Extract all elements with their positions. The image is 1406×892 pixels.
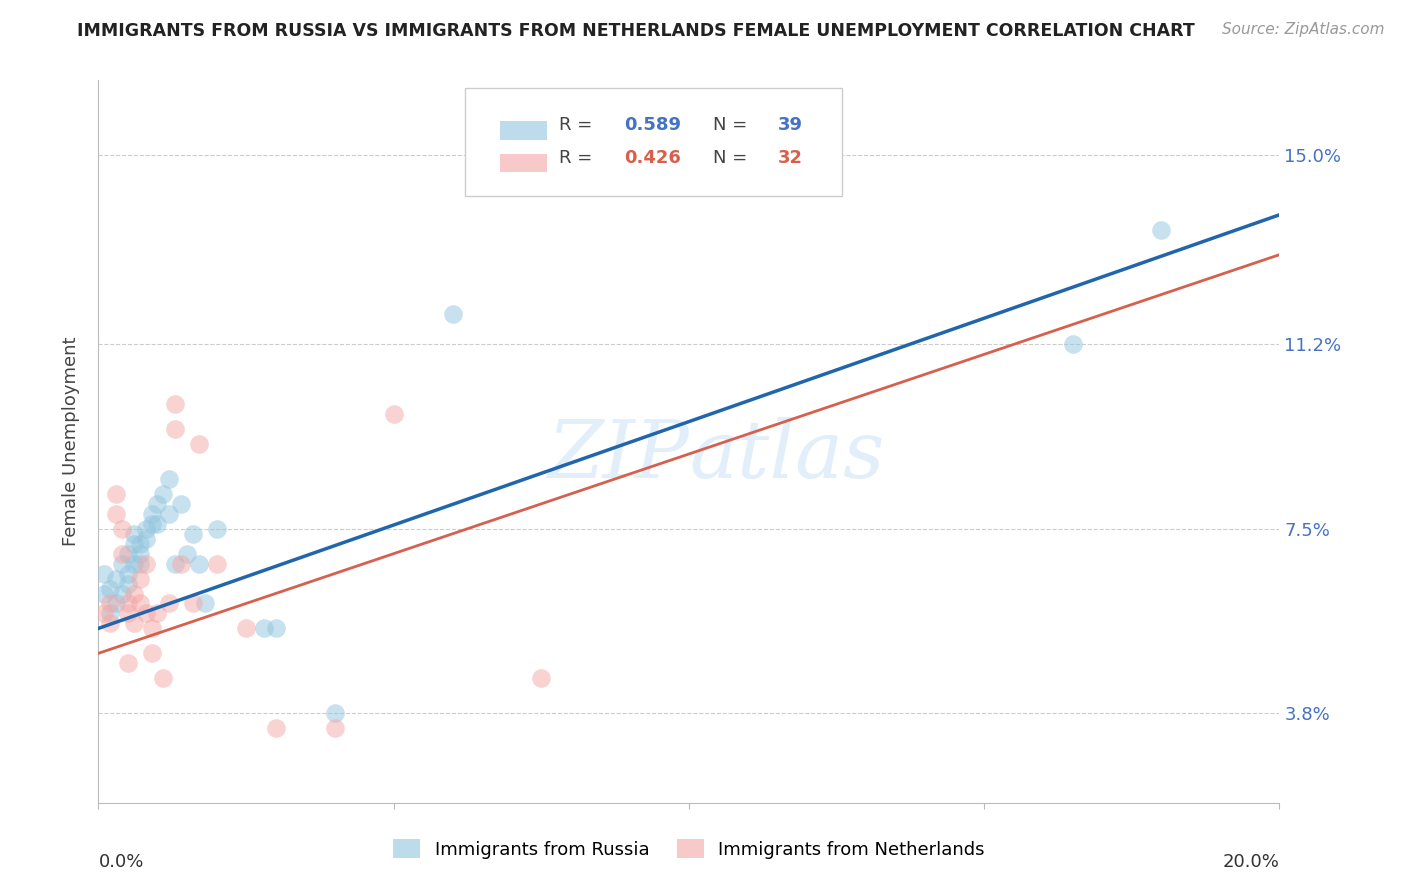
Point (98, 616, 121, 631)
Text: 32: 32 (778, 149, 803, 167)
Point (141, 646, 163, 660)
Point (111, 557, 134, 571)
Point (530, 671, 553, 685)
Point (141, 516, 163, 531)
Point (117, 597, 139, 611)
Point (122, 616, 145, 631)
Point (105, 487, 128, 501)
Point (165, 557, 187, 571)
Point (205, 557, 228, 571)
Point (264, 621, 287, 635)
Point (111, 547, 134, 561)
Point (141, 621, 163, 635)
Text: R =: R = (560, 149, 598, 167)
Point (1150, 223, 1173, 237)
Point (441, 308, 464, 322)
Point (187, 437, 209, 451)
Point (135, 557, 157, 571)
Point (128, 597, 150, 611)
Y-axis label: Female Unemployment: Female Unemployment (62, 337, 80, 546)
FancyBboxPatch shape (501, 121, 547, 139)
Point (105, 597, 128, 611)
Point (181, 526, 204, 541)
Legend: Immigrants from Russia, Immigrants from Netherlands: Immigrants from Russia, Immigrants from … (387, 832, 991, 866)
Point (128, 557, 150, 571)
Point (157, 507, 180, 521)
Point (382, 407, 405, 421)
Point (194, 597, 217, 611)
Text: N =: N = (713, 116, 752, 134)
Point (128, 547, 150, 561)
Point (122, 557, 145, 571)
Point (152, 671, 174, 685)
Point (170, 497, 193, 511)
Point (135, 607, 157, 621)
Point (98, 607, 121, 621)
Point (170, 557, 193, 571)
Point (235, 621, 257, 635)
Point (117, 547, 139, 561)
Point (1062, 337, 1084, 351)
Point (128, 537, 150, 551)
Point (98, 597, 121, 611)
Point (253, 621, 276, 635)
Point (323, 706, 346, 720)
Point (165, 422, 187, 436)
Point (122, 537, 145, 551)
Text: 0.426: 0.426 (624, 149, 681, 167)
Text: Source: ZipAtlas.com: Source: ZipAtlas.com (1222, 22, 1385, 37)
Point (152, 487, 174, 501)
Point (157, 597, 180, 611)
Text: 0.589: 0.589 (624, 116, 681, 134)
Text: R =: R = (560, 116, 598, 134)
Point (157, 472, 180, 486)
FancyBboxPatch shape (464, 87, 842, 196)
Point (264, 721, 287, 735)
Point (146, 516, 169, 531)
Text: 39: 39 (778, 116, 803, 134)
Point (141, 507, 163, 521)
Point (122, 526, 145, 541)
Point (105, 507, 128, 521)
Point (117, 566, 139, 581)
Text: ZIP: ZIP (547, 417, 689, 495)
Point (205, 522, 228, 536)
Point (93, 586, 115, 600)
Point (323, 721, 346, 735)
Point (135, 532, 157, 546)
Point (122, 586, 145, 600)
Point (135, 522, 157, 536)
Point (93, 566, 115, 581)
Point (146, 607, 169, 621)
Point (98, 582, 121, 596)
Point (128, 572, 150, 586)
Point (176, 547, 198, 561)
Point (93, 607, 115, 621)
Point (111, 522, 134, 536)
Point (181, 597, 204, 611)
Point (146, 497, 169, 511)
Text: 20.0%: 20.0% (1223, 854, 1279, 871)
Point (165, 397, 187, 411)
Point (187, 557, 209, 571)
Text: IMMIGRANTS FROM RUSSIA VS IMMIGRANTS FROM NETHERLANDS FEMALE UNEMPLOYMENT CORREL: IMMIGRANTS FROM RUSSIA VS IMMIGRANTS FRO… (77, 22, 1195, 40)
Point (117, 607, 139, 621)
Text: N =: N = (713, 149, 752, 167)
Text: atlas: atlas (689, 417, 884, 495)
Text: 0.0%: 0.0% (98, 854, 143, 871)
Point (105, 572, 128, 586)
Point (117, 657, 139, 671)
FancyBboxPatch shape (501, 154, 547, 172)
Point (117, 576, 139, 591)
Point (111, 586, 134, 600)
